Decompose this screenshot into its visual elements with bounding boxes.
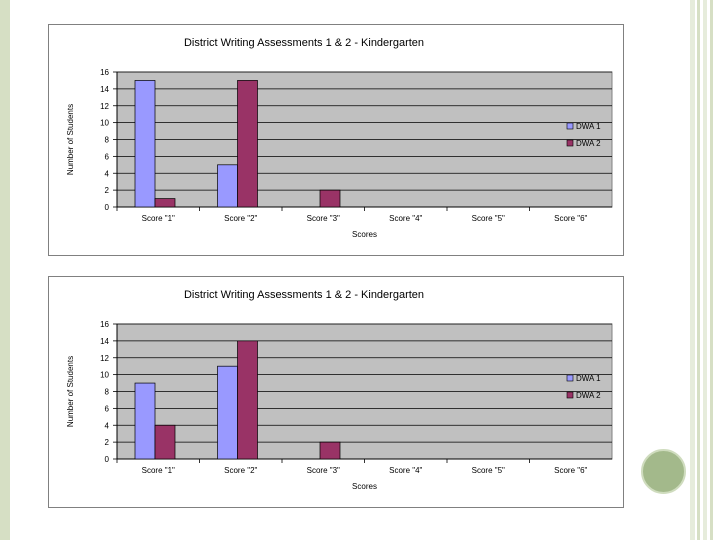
y-tick-label: 6 <box>105 152 110 161</box>
x-tick-label: Score "4" <box>389 214 422 223</box>
x-tick-label: Score "1" <box>142 466 175 475</box>
y-tick-label: 8 <box>105 136 110 145</box>
x-tick-label: Score "5" <box>472 214 505 223</box>
legend-swatch-dwa1 <box>566 374 574 382</box>
x-axis-label: Scores <box>352 230 377 239</box>
y-tick-label: 0 <box>105 455 110 464</box>
bar-dwa2 <box>154 424 176 460</box>
y-tick-label: 14 <box>100 337 109 346</box>
y-tick-label: 10 <box>100 371 109 380</box>
left-rail <box>0 0 10 540</box>
chart-title: District Writing Assessments 1 & 2 - Kin… <box>184 37 424 49</box>
bar-dwa2 <box>319 189 341 208</box>
x-tick-label: Score "4" <box>389 466 422 475</box>
y-axis-label: Number of Students <box>66 356 75 427</box>
legend-swatch-dwa2 <box>566 391 574 399</box>
x-tick-label: Score "6" <box>554 466 587 475</box>
y-tick-label: 2 <box>105 438 110 447</box>
y-tick-label: 0 <box>105 203 110 212</box>
x-axis-label: Scores <box>352 482 377 491</box>
chart-2-svg: District Writing Assessments 1 & 2 - Kin… <box>66 289 613 491</box>
chart-1: District Writing Assessments 1 & 2 - Kin… <box>48 24 624 256</box>
bar-dwa2 <box>237 80 258 208</box>
legend-swatch-dwa2 <box>566 139 574 147</box>
legend-label: DWA 2 <box>576 391 601 400</box>
y-tick-label: 12 <box>100 102 109 111</box>
bar-dwa1 <box>217 365 238 460</box>
chart-title: District Writing Assessments 1 & 2 - Kin… <box>184 289 424 301</box>
decorative-circle <box>641 449 686 494</box>
legend-swatch-dwa1 <box>566 122 574 130</box>
x-tick-label: Score "5" <box>472 466 505 475</box>
y-tick-label: 2 <box>105 186 110 195</box>
bar-dwa1 <box>134 80 156 208</box>
right-stripe-2 <box>697 0 700 540</box>
x-tick-label: Score "3" <box>307 214 340 223</box>
y-axis-label: Number of Students <box>66 104 75 175</box>
bar-dwa2 <box>319 441 341 460</box>
right-stripe-1 <box>690 0 695 540</box>
x-tick-label: Score "1" <box>142 214 175 223</box>
x-tick-label: Score "2" <box>224 214 257 223</box>
x-tick-label: Score "3" <box>307 466 340 475</box>
bar-dwa1 <box>134 382 156 460</box>
legend-label: DWA 2 <box>576 139 601 148</box>
y-tick-label: 4 <box>105 169 110 178</box>
y-tick-label: 8 <box>105 388 110 397</box>
y-tick-label: 16 <box>100 320 109 329</box>
y-tick-label: 6 <box>105 404 110 413</box>
right-stripe-3 <box>703 0 707 540</box>
y-tick-label: 4 <box>105 421 110 430</box>
y-tick-label: 10 <box>100 119 109 128</box>
bar-dwa1 <box>217 164 238 208</box>
y-tick-label: 16 <box>100 68 109 77</box>
x-tick-label: Score "2" <box>224 466 257 475</box>
y-tick-label: 14 <box>100 85 109 94</box>
right-stripe-4 <box>710 0 713 540</box>
bar-dwa2 <box>237 340 258 460</box>
y-tick-label: 12 <box>100 354 109 363</box>
bar-dwa2 <box>154 198 176 208</box>
legend-label: DWA 1 <box>576 122 601 131</box>
chart-2: District Writing Assessments 1 & 2 - Kin… <box>48 276 624 508</box>
legend-label: DWA 1 <box>576 374 601 383</box>
x-tick-label: Score "6" <box>554 214 587 223</box>
chart-1-svg: District Writing Assessments 1 & 2 - Kin… <box>66 37 613 239</box>
